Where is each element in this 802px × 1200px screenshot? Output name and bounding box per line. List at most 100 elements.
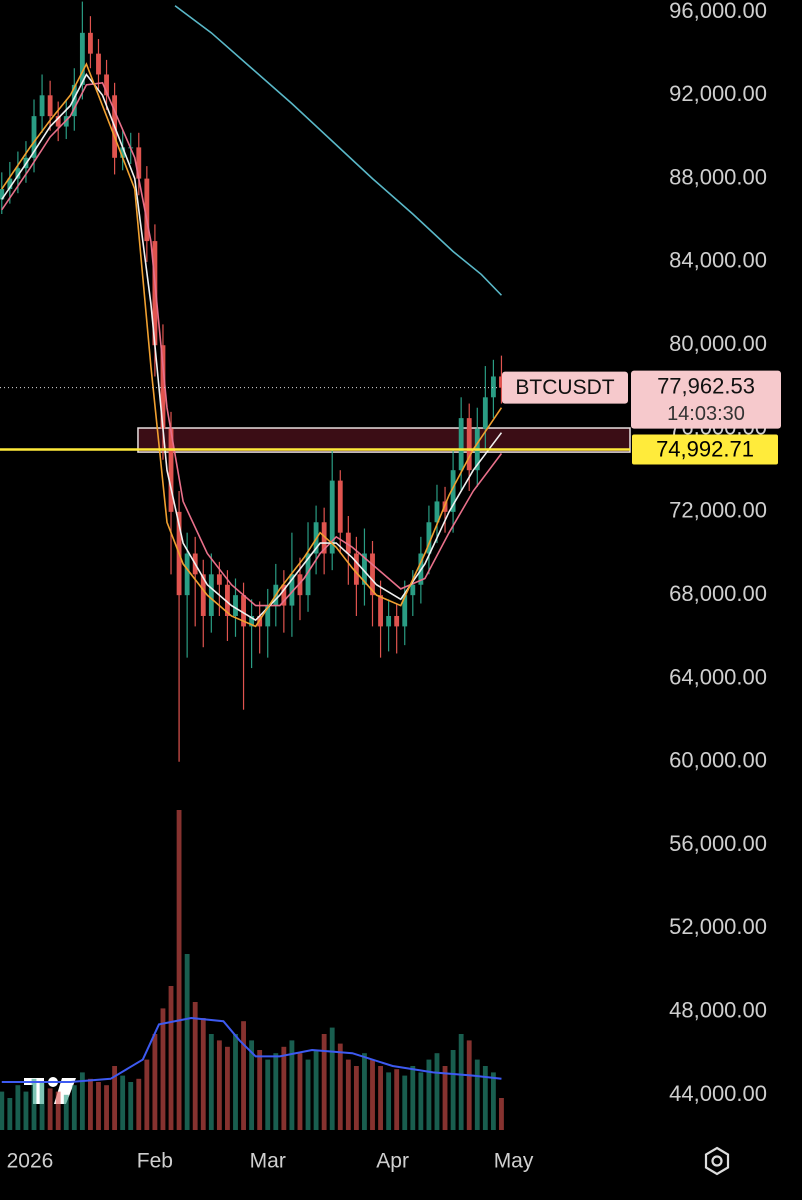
volume-bar [7,1098,13,1130]
volume-bar [329,1027,335,1130]
volume-bar [39,1082,45,1130]
volume-bar [402,1075,408,1130]
candle-body [208,574,214,616]
level-label: 74,992.71 [656,436,754,461]
volume-bar [216,1040,222,1130]
candle-body [47,95,53,117]
volume-bar [128,1082,134,1130]
candle-body [31,116,37,158]
candle-body [168,428,174,512]
level-label-box [632,434,778,465]
volume-bar [458,1034,464,1130]
volume-bar [63,1094,69,1130]
y-tick-label: 44,000.00 [669,1081,767,1106]
candle-body [337,480,343,533]
volume-bar [257,1050,263,1130]
volume-bar [466,1040,472,1130]
y-tick-label: 52,000.00 [669,914,767,939]
volume-bar [370,1059,375,1130]
volume-bar [474,1059,480,1130]
y-tick-label: 88,000.00 [669,164,767,189]
candle-body [7,178,13,190]
volume-bar [176,810,182,1130]
candle-body [160,345,166,429]
volume-bar [233,1034,238,1130]
candle-body [490,376,496,398]
x-tick-label: Mar [250,1150,286,1173]
volume-bar [88,1078,93,1130]
candle-body [329,480,335,554]
volume-bar [297,1053,303,1130]
symbol-label: BTCUSDT [515,376,614,399]
moving-average-line [1,62,503,628]
candle-body [15,168,21,179]
volume-bar [104,1085,109,1130]
candle-body [499,376,504,388]
volume-bar [273,1053,279,1130]
candle-body [386,615,392,627]
volume-bar [160,1008,166,1130]
y-tick-label: 48,000.00 [669,998,767,1023]
zone-box [137,427,631,453]
candle-body [120,147,126,158]
candle-body [71,84,77,117]
x-tick-label: 2026 [7,1150,54,1173]
y-tick-label: 56,000.00 [669,831,767,856]
candle-body [225,584,230,616]
candle-body [281,584,287,606]
candle-body [410,584,416,596]
volume-bar [426,1059,432,1130]
volume-ma-line [1,1016,502,1083]
candle-body [249,615,255,627]
volume-bar [378,1066,383,1130]
candle-body [426,522,432,554]
y-tick-label: 80,000.00 [669,331,767,356]
volume-bar [208,1034,214,1130]
candle-body [450,470,456,512]
y-tick-label: 92,000.00 [669,81,767,106]
candle-body [482,397,488,429]
volume-bar [281,1046,287,1130]
candle-body [370,553,375,596]
volume-bar [265,1059,271,1130]
candle-body [152,241,158,346]
volume-bar [305,1059,311,1130]
candle-body [362,553,367,585]
volume-bar [490,1072,496,1130]
volume-bar [289,1040,295,1130]
volume-bar [249,1040,255,1130]
volume-bar [442,1066,448,1130]
candle-body [297,574,303,596]
candle-body [39,95,45,117]
volume-bar [386,1072,392,1130]
moving-average-line [1,81,503,607]
candle-body [144,178,150,242]
volume-bar [136,1078,142,1130]
settings-button[interactable] [704,1146,730,1176]
volume-bar [152,1034,158,1130]
volume-bar [321,1034,327,1130]
volume-bar [225,1046,230,1130]
x-tick-label: May [494,1150,534,1173]
candle-body [200,574,206,616]
candle-body [88,32,93,54]
y-tick-label: 68,000.00 [669,581,767,606]
moving-average-line [1,72,503,622]
volume-bar [499,1098,504,1130]
volume-bar [31,1078,37,1130]
volume-bar [394,1069,400,1130]
volume-bar [353,1066,359,1130]
candle-body [104,74,109,96]
candle-body [184,553,190,596]
volume-bar [184,954,190,1130]
volume-bar [96,1082,101,1130]
candle-body [136,147,142,179]
candle-body [394,615,400,627]
volume-bar [71,1085,77,1130]
candle-body [289,574,295,606]
price-label-box [631,370,781,429]
volume-bar [15,1085,21,1130]
volume-bar [23,1091,29,1130]
candle-body [321,522,327,554]
